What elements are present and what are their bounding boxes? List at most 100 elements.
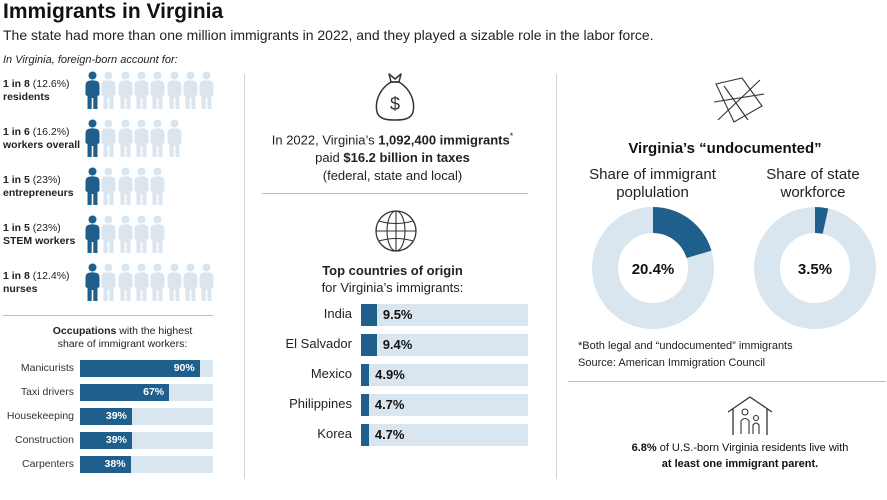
occupation-value: 39% <box>105 434 127 446</box>
taxes-text: In 2022, Virginia’s 1,092,400 immigrants… <box>250 127 535 185</box>
share-group: workers overall <box>3 139 81 151</box>
country-value: 9.5% <box>382 307 413 322</box>
parents-text: 6.8% of U.S.-born Virginia residents liv… <box>600 440 880 472</box>
person-icon <box>101 119 116 157</box>
country-track: 9.5% <box>361 304 528 326</box>
country-track: 9.4% <box>361 334 528 356</box>
occupation-bar <box>80 456 131 473</box>
occupation-row: Construction 39% <box>0 432 215 449</box>
person-icon <box>101 263 116 301</box>
person-icon <box>85 167 100 205</box>
pie1-title-line1: Share of immigrant <box>589 166 716 183</box>
country-label: India <box>323 306 352 321</box>
occupations-heading-bold: Occupations <box>52 325 117 337</box>
broken-fence-icon <box>713 77 765 123</box>
share-ratio: 1 in 5 <box>3 222 30 234</box>
person-icon <box>85 215 100 253</box>
person-icon <box>167 71 181 109</box>
occupations-heading: Occupations with the highest share of im… <box>0 325 245 351</box>
person-icon <box>150 167 165 205</box>
share-label: 1 in 5 (23%) STEM workers <box>3 222 83 248</box>
person-icon <box>134 215 149 253</box>
country-row: Korea 4.7% <box>260 424 528 446</box>
family-house-icon <box>727 396 773 435</box>
person-icon <box>150 71 165 109</box>
share-row: 1 in 8 (12.6%) residents <box>3 70 243 110</box>
country-bar <box>361 304 377 326</box>
country-value: 4.9% <box>375 367 405 382</box>
country-value: 4.7% <box>374 427 405 442</box>
person-icon <box>85 263 100 301</box>
occupation-value: 67% <box>143 386 165 398</box>
person-icon <box>85 119 100 157</box>
occupation-row: Carpenters 38% <box>0 456 215 473</box>
person-icon <box>134 119 149 157</box>
parents-line1: of U.S.-born Virginia residents live wit… <box>656 442 849 454</box>
pie-population-value-slice <box>653 207 712 259</box>
occupation-row: Housekeeping 39% <box>0 408 215 425</box>
person-icon <box>118 71 133 109</box>
person-icon <box>134 71 149 109</box>
country-label: El Salvador <box>285 336 352 351</box>
intro-text: In Virginia, foreign-born account for: <box>3 54 178 66</box>
occupations-heading-line2: share of immigrant workers: <box>57 338 188 350</box>
country-bar <box>361 364 370 386</box>
share-row: 1 in 5 (23%) STEM workers <box>3 214 243 254</box>
section-divider <box>262 193 528 194</box>
taxes-amount: $16.2 billion in taxes <box>343 150 470 166</box>
money-bag-icon: $ <box>375 73 415 121</box>
person-icon <box>118 215 133 253</box>
globe-icon <box>375 210 417 252</box>
share-group: residents <box>3 91 50 103</box>
share-group: entrepreneurs <box>3 187 74 199</box>
share-label: 1 in 5 (23%) entrepreneurs <box>3 174 83 200</box>
share-pct: (23%) <box>29 174 61 186</box>
person-icon <box>118 167 133 205</box>
origin-heading-line2: for Virginia’s immigrants: <box>321 280 464 295</box>
section-divider <box>568 381 886 382</box>
pie2-title-line1: Share of state <box>766 166 860 183</box>
person-icon <box>183 263 198 301</box>
origin-heading-bold: Top countries of origin <box>322 263 463 278</box>
column-divider <box>556 74 557 479</box>
pie-title-workforce: Share of state workforce <box>738 166 887 202</box>
person-icon <box>150 215 165 253</box>
person-icon <box>199 71 214 109</box>
share-row: 1 in 8 (12.4%) nurses <box>3 262 243 302</box>
occupation-bar <box>80 432 132 449</box>
section-divider <box>3 315 213 316</box>
country-value: 9.4% <box>382 337 413 352</box>
footnote: *Both legal and “undocumented” immigrant… <box>578 338 793 372</box>
source-text: Source: American Immigration Council <box>578 357 766 369</box>
occupation-bar <box>80 360 200 377</box>
share-pct: (12.4%) <box>29 270 70 282</box>
country-label: Mexico <box>310 366 352 381</box>
occupation-track: 39% <box>80 408 213 425</box>
country-label: Korea <box>317 426 352 441</box>
country-value: 4.7% <box>374 397 405 412</box>
share-row: 1 in 5 (23%) entrepreneurs <box>3 166 243 206</box>
country-track: 4.9% <box>361 364 528 386</box>
pie-population-value-label: 20.4% <box>632 261 675 278</box>
occupation-label: Taxi drivers <box>20 386 74 398</box>
taxes-immigrants: 1,092,400 immigrants <box>378 132 510 148</box>
taxes-line2: paid <box>315 150 344 166</box>
person-icon <box>199 263 214 301</box>
occupation-bar <box>80 384 170 401</box>
occupation-track: 67% <box>80 384 213 401</box>
person-icon <box>150 263 165 301</box>
pie-workforce: 3.5% <box>754 207 876 329</box>
pie-workforce-value-slice <box>815 207 829 234</box>
person-icon <box>167 263 181 301</box>
occupation-track: 90% <box>80 360 213 377</box>
column-divider <box>244 74 245 479</box>
country-bar <box>361 394 369 416</box>
country-row: India 9.5% <box>260 304 528 326</box>
share-ratio: 1 in 8 <box>3 78 30 90</box>
person-icon <box>118 119 133 157</box>
occupation-track: 38% <box>80 456 213 473</box>
person-icon <box>85 71 100 109</box>
parents-pct: 6.8% <box>631 442 657 454</box>
person-icon <box>101 167 116 205</box>
occupation-track: 39% <box>80 432 213 449</box>
